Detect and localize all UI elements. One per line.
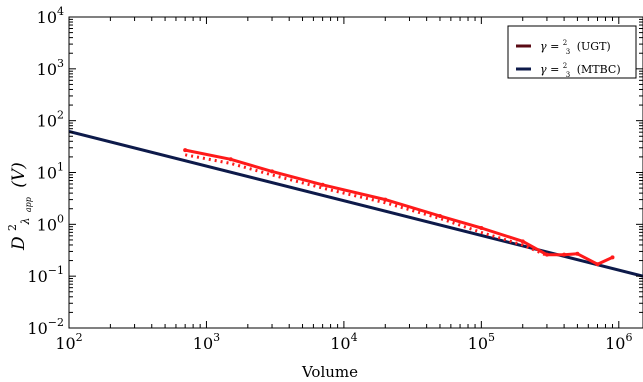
svg-text:D 2 λ app: D 2 λ app (V) — [1, 162, 36, 251]
series-line-fit-line — [69, 129, 643, 278]
y-tick-label: 10−1 — [27, 264, 64, 286]
data-point — [479, 225, 484, 230]
x-tick-base: 10 — [330, 334, 350, 353]
y-tick-label: 100 — [37, 212, 64, 234]
x-tick-exp: 4 — [351, 331, 358, 344]
series-layer — [69, 129, 643, 278]
x-tick-label: 102 — [55, 331, 82, 353]
y-axis-label: D 2 λ app (V) — [1, 162, 36, 251]
y-tick-base: 10 — [37, 164, 57, 183]
x-tick-base: 10 — [605, 334, 625, 353]
data-point — [320, 182, 325, 187]
x-tick-label: 104 — [330, 331, 357, 353]
y-tick-base: 10 — [27, 319, 47, 338]
y-label-sub: λ — [19, 218, 32, 226]
legend-mtbc-gamma: γ = — [540, 63, 563, 76]
y-label-subsub: app — [24, 197, 33, 212]
x-tick-label: 103 — [193, 331, 220, 353]
legend-ugt-gamma: γ = — [540, 40, 563, 53]
y-tick-exp: −2 — [48, 316, 64, 329]
y-tick-exp: 3 — [57, 57, 64, 70]
data-point — [595, 262, 600, 267]
y-tick-label: 104 — [37, 5, 64, 27]
tick-layer — [68, 16, 643, 329]
data-point — [183, 148, 188, 153]
y-tick-label: 102 — [37, 109, 64, 131]
data-point — [437, 213, 442, 218]
y-tick-base: 10 — [37, 112, 57, 131]
legend-ugt-num: 2 — [563, 39, 567, 47]
x-tick-base: 10 — [468, 334, 488, 353]
data-point — [520, 239, 525, 244]
y-tick-label: 10−2 — [27, 316, 64, 338]
data-point — [383, 197, 388, 202]
y-tick-label: 101 — [37, 161, 64, 183]
x-tick-base: 10 — [193, 334, 213, 353]
y-tick-base: 10 — [37, 60, 57, 79]
y-tick-exp: 4 — [57, 5, 64, 18]
y-tick-base: 10 — [27, 267, 47, 286]
y-tick-base: 10 — [37, 8, 57, 27]
x-tick-base: 10 — [55, 334, 75, 353]
x-axis-label: Volume — [301, 363, 358, 381]
y-tick-exp: 0 — [57, 212, 64, 225]
data-point — [270, 169, 275, 174]
y-label-main: D — [9, 236, 29, 251]
y-tick-label: 103 — [37, 57, 64, 79]
x-tick-exp: 5 — [488, 331, 495, 344]
x-tick-exp: 6 — [625, 331, 632, 344]
legend: γ = 2 3 (UGT) γ = 2 3 (MTBC) — [507, 25, 637, 80]
data-point — [228, 157, 233, 162]
y-tick-base: 10 — [37, 215, 57, 234]
y-label-sup: 2 — [6, 224, 19, 231]
legend-ugt-den: 3 — [566, 48, 570, 56]
legend-entry-mtbc: γ = 2 3 (MTBC) — [540, 58, 621, 80]
legend-mtbc-den: 3 — [566, 71, 570, 79]
data-point — [544, 252, 549, 257]
x-tick-exp: 3 — [213, 331, 220, 344]
legend-entry-ugt: γ = 2 3 (UGT) — [540, 35, 611, 57]
legend-ugt-suffix: (UGT) — [577, 40, 611, 53]
x-tick-exp: 2 — [76, 331, 83, 344]
data-point — [610, 255, 615, 260]
legend-mtbc-suffix: (MTBC) — [577, 63, 621, 76]
series-line-dotted — [184, 153, 548, 257]
y-tick-exp: 2 — [57, 109, 64, 122]
y-tick-exp: 1 — [57, 161, 64, 174]
x-tick-label: 105 — [468, 331, 495, 353]
x-tick-label: 106 — [605, 331, 632, 353]
data-point — [562, 252, 567, 257]
legend-mtbc-num: 2 — [563, 62, 567, 70]
data-point — [575, 251, 580, 256]
y-label-tail: (V) — [9, 162, 29, 188]
y-tick-exp: −1 — [48, 264, 64, 277]
